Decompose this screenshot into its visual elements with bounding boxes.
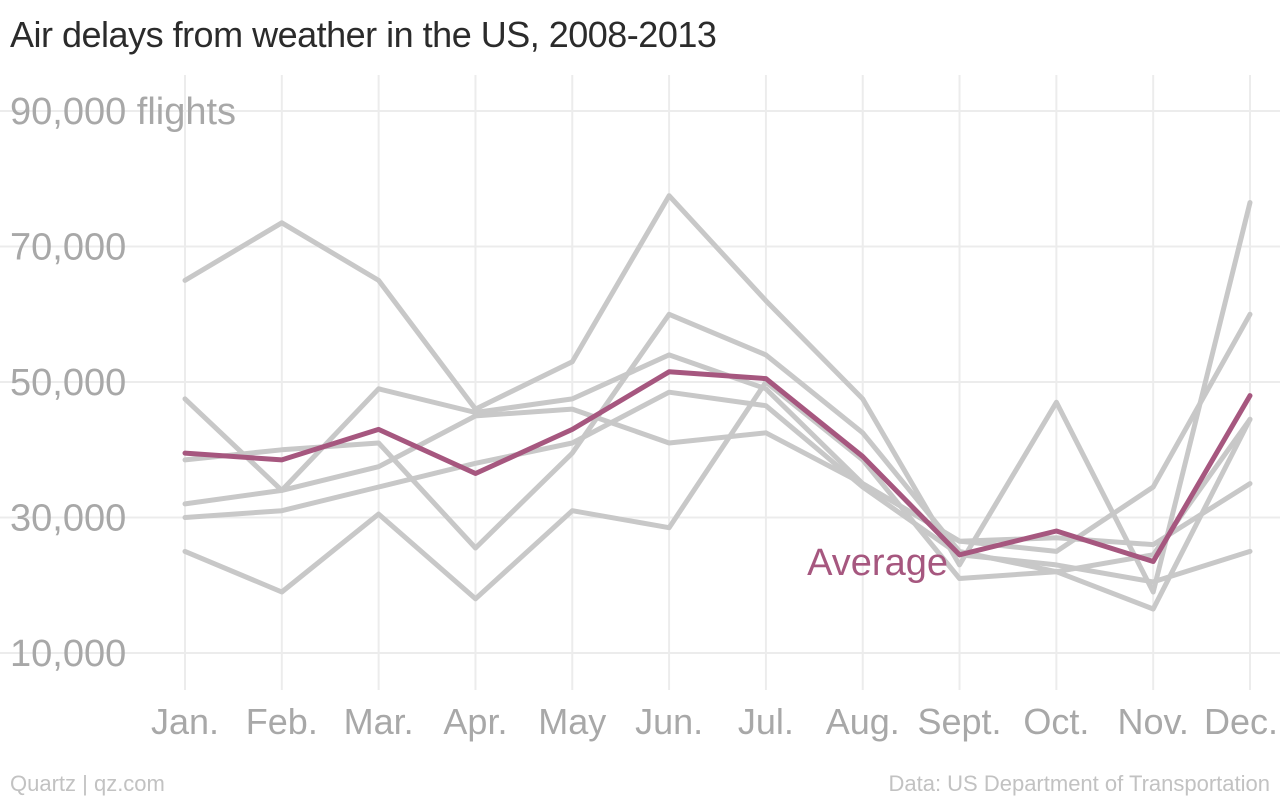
x-tick-label: May [538, 701, 606, 742]
y-tick-label: 30,000 [10, 498, 126, 540]
y-axis-labels: 10,000 30,000 50,000 70,000 90,000 flights [10, 91, 236, 675]
x-axis-labels: Jan. Feb. Mar. Apr. May Jun. Jul. Aug. Sept. Oct.… [151, 701, 1278, 742]
x-tick-label: Nov. [1118, 701, 1189, 742]
y-tick-label: 70,000 [10, 227, 126, 269]
x-tick-label: Oct. [1023, 701, 1089, 742]
annotations: Average [807, 542, 948, 584]
x-tick-label: Mar. [344, 701, 414, 742]
credit-text: Quartz | qz.com [10, 771, 165, 796]
year-series-line [182, 311, 1253, 575]
series-lines [182, 193, 1253, 612]
year-series-line [182, 406, 1253, 548]
year-series-line [182, 389, 1253, 585]
x-tick-label: Jun. [635, 701, 703, 742]
source-text: Data: US Department of Transportation [888, 771, 1270, 796]
x-tick-label: Dec. [1204, 701, 1278, 742]
y-tick-label: 50,000 [10, 362, 126, 404]
average-series-line [182, 369, 1253, 564]
year-series-line [182, 379, 1253, 612]
x-tick-label: Apr. [443, 701, 507, 742]
y-tick-label: 10,000 [10, 633, 126, 675]
x-tick-label: Aug. [826, 701, 900, 742]
grid-lines [0, 75, 1280, 690]
y-tick-label: 90,000 flights [10, 91, 236, 133]
x-tick-label: Jan. [151, 701, 219, 742]
x-tick-label: Feb. [246, 701, 318, 742]
average-label: Average [807, 542, 948, 584]
x-tick-label: Jul. [738, 701, 794, 742]
year-series-line [182, 193, 1253, 595]
chart-title: Air delays from weather in the US, 2008-… [10, 14, 717, 55]
x-tick-label: Sept. [918, 701, 1002, 742]
year-series-line [182, 311, 1253, 554]
